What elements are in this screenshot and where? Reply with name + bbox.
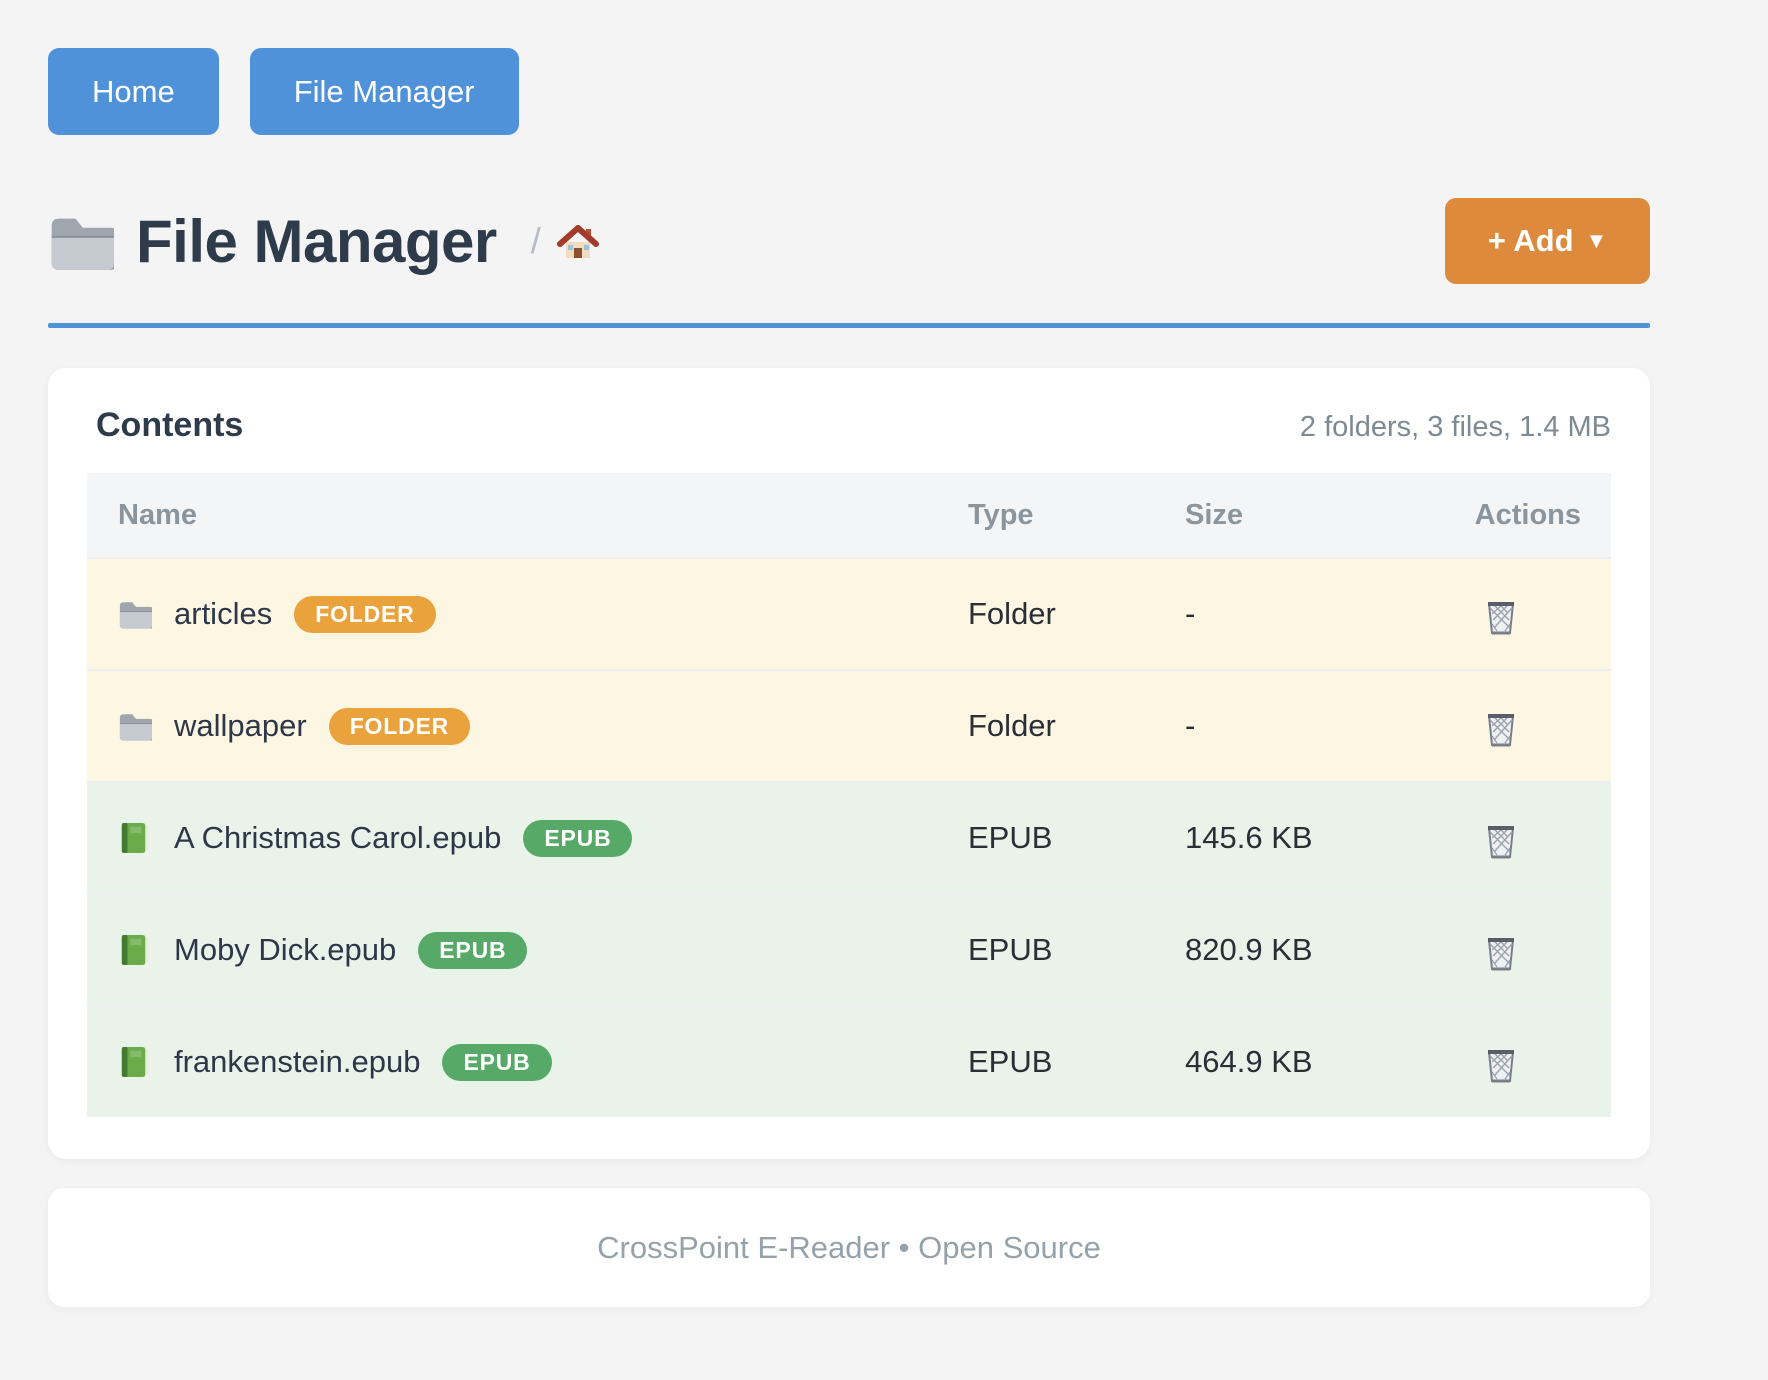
page-header: File Manager / + Add ▼ bbox=[48, 195, 1650, 287]
add-button[interactable]: + Add ▼ bbox=[1445, 198, 1650, 284]
breadcrumb-nav: Home File Manager bbox=[48, 0, 1650, 135]
header-divider bbox=[48, 323, 1650, 328]
actions-cell bbox=[1468, 592, 1611, 635]
nav-home-button[interactable]: Home bbox=[48, 48, 219, 135]
table-body: articles FOLDER Folder - wallpaper FOLDE… bbox=[87, 557, 1611, 1117]
page-footer: CrossPoint E-Reader • Open Source bbox=[48, 1188, 1650, 1307]
add-button-label: + Add bbox=[1487, 223, 1574, 258]
chevron-down-icon: ▼ bbox=[1585, 228, 1608, 253]
folder-icon bbox=[118, 710, 152, 742]
type-badge: EPUB bbox=[523, 819, 633, 857]
size-cell: 145.6 KB bbox=[1185, 820, 1313, 855]
trash-icon bbox=[1483, 710, 1519, 748]
file-table: Name Type Size Actions articles FOLDER F… bbox=[87, 473, 1611, 1117]
title-wrap: File Manager / bbox=[48, 207, 599, 276]
table-row: frankenstein.epub EPUB EPUB 464.9 KB bbox=[87, 1005, 1611, 1117]
column-header-type: Type bbox=[968, 498, 1034, 531]
nav-file-manager-button[interactable]: File Manager bbox=[249, 48, 519, 135]
name-cell: wallpaper FOLDER bbox=[87, 707, 968, 745]
trash-icon bbox=[1483, 934, 1519, 972]
breadcrumb-separator: / bbox=[530, 220, 541, 261]
contents-summary: 2 folders, 3 files, 1.4 MB bbox=[1299, 411, 1611, 443]
page: Home File Manager File Manager / + Add ▼… bbox=[48, 0, 1650, 1307]
type-badge: EPUB bbox=[442, 1043, 552, 1081]
card-head: Contents 2 folders, 3 files, 1.4 MB bbox=[96, 406, 1611, 445]
trash-icon bbox=[1483, 1046, 1519, 1084]
file-name[interactable]: frankenstein.epub bbox=[174, 1044, 421, 1079]
actions-cell bbox=[1468, 704, 1611, 747]
column-header-size: Size bbox=[1185, 498, 1244, 531]
actions-cell bbox=[1468, 928, 1611, 971]
book-icon bbox=[118, 822, 152, 854]
home-icon[interactable] bbox=[557, 225, 599, 263]
delete-button[interactable] bbox=[1483, 1046, 1519, 1084]
delete-button[interactable] bbox=[1483, 710, 1519, 748]
type-cell: EPUB bbox=[968, 932, 1053, 967]
book-icon bbox=[118, 934, 152, 966]
file-name[interactable]: wallpaper bbox=[174, 708, 307, 743]
folder-icon bbox=[48, 213, 114, 270]
delete-button[interactable] bbox=[1483, 934, 1519, 972]
delete-button[interactable] bbox=[1483, 598, 1519, 636]
name-cell: A Christmas Carol.epub EPUB bbox=[87, 819, 968, 857]
card-title: Contents bbox=[96, 406, 244, 444]
book-icon bbox=[118, 1046, 152, 1078]
type-badge: EPUB bbox=[418, 931, 528, 969]
type-cell: Folder bbox=[968, 596, 1056, 631]
name-cell: frankenstein.epub EPUB bbox=[87, 1043, 968, 1081]
table-header-row: Name Type Size Actions bbox=[87, 473, 1611, 557]
file-name[interactable]: A Christmas Carol.epub bbox=[174, 820, 502, 855]
footer-text: CrossPoint E-Reader • Open Source bbox=[597, 1229, 1101, 1265]
type-cell: Folder bbox=[968, 708, 1056, 743]
type-cell: EPUB bbox=[968, 820, 1053, 855]
table-row: wallpaper FOLDER Folder - bbox=[87, 669, 1611, 781]
delete-button[interactable] bbox=[1483, 822, 1519, 860]
size-cell: 820.9 KB bbox=[1185, 932, 1313, 967]
size-cell: 464.9 KB bbox=[1185, 1044, 1313, 1079]
type-cell: EPUB bbox=[968, 1044, 1053, 1079]
contents-card: Contents 2 folders, 3 files, 1.4 MB Name… bbox=[48, 368, 1650, 1159]
trash-icon bbox=[1483, 598, 1519, 636]
size-cell: - bbox=[1185, 708, 1196, 743]
actions-cell bbox=[1468, 1040, 1611, 1083]
page-title: File Manager bbox=[136, 207, 497, 275]
type-badge: FOLDER bbox=[294, 595, 436, 633]
table-row: articles FOLDER Folder - bbox=[87, 557, 1611, 669]
column-header-name: Name bbox=[118, 498, 197, 531]
name-cell: Moby Dick.epub EPUB bbox=[87, 931, 968, 969]
file-name[interactable]: articles bbox=[174, 596, 273, 631]
file-name[interactable]: Moby Dick.epub bbox=[174, 932, 397, 967]
table-row: A Christmas Carol.epub EPUB EPUB 145.6 K… bbox=[87, 781, 1611, 893]
trash-icon bbox=[1483, 822, 1519, 860]
name-cell: articles FOLDER bbox=[87, 595, 968, 633]
size-cell: - bbox=[1185, 596, 1196, 631]
column-header-actions: Actions bbox=[1474, 498, 1581, 531]
table-row: Moby Dick.epub EPUB EPUB 820.9 KB bbox=[87, 893, 1611, 1005]
actions-cell bbox=[1468, 816, 1611, 859]
folder-icon bbox=[118, 598, 152, 630]
type-badge: FOLDER bbox=[328, 707, 471, 745]
